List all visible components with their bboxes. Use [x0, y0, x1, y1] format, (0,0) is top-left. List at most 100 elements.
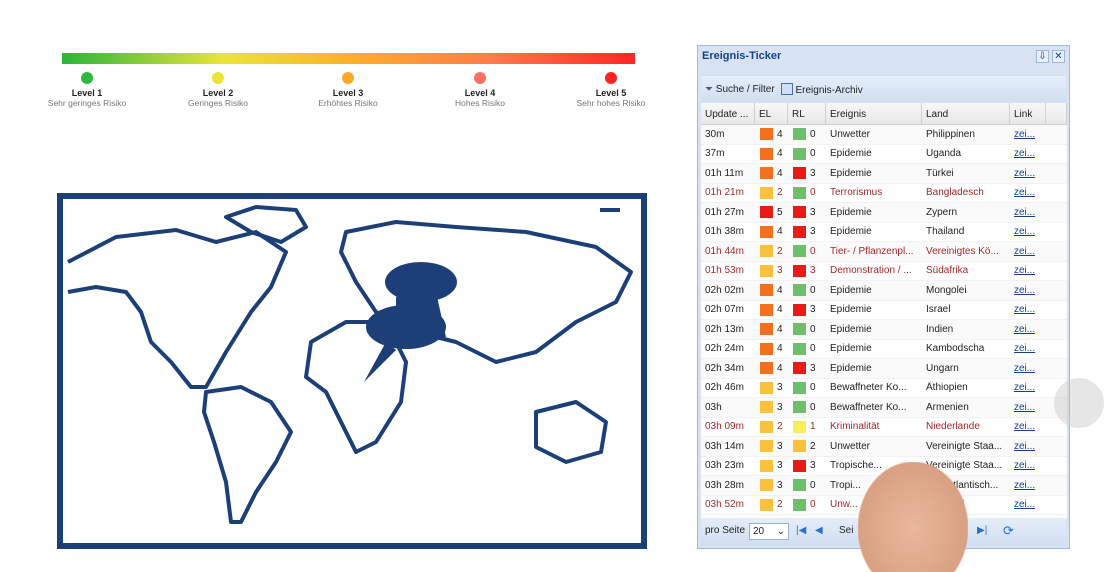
- el-value: 4: [777, 323, 783, 335]
- event-type: Bewaffneter Ko...: [830, 382, 907, 394]
- country: Äthiopien: [926, 382, 968, 394]
- event-type: Epidemie: [830, 304, 872, 316]
- last-page-icon[interactable]: ▶|: [977, 525, 988, 536]
- refresh-icon[interactable]: ⟳: [1003, 523, 1014, 538]
- show-link[interactable]: zei...: [1014, 265, 1036, 277]
- el-color-swatch: [760, 186, 773, 199]
- country: Philippinen: [926, 128, 975, 140]
- column-header[interactable]: RL: [788, 103, 826, 124]
- rl-color-swatch: [793, 362, 806, 375]
- rl-color-swatch: [793, 264, 806, 277]
- rl-value: 0: [810, 479, 816, 491]
- per-page-select[interactable]: 20 ⌄: [749, 523, 789, 540]
- el-value: 2: [777, 245, 783, 257]
- table-row[interactable]: 02h 07m 4 3 Epidemie Israel zei...: [701, 301, 1067, 320]
- show-link[interactable]: zei...: [1014, 304, 1036, 316]
- el-value: 3: [777, 265, 783, 277]
- funnel-icon: ⏷: [705, 83, 713, 95]
- level-label: Level 5: [595, 88, 627, 98]
- rl-value: 0: [810, 284, 816, 296]
- table-row[interactable]: 01h 38m 4 3 Epidemie Thailand zei...: [701, 223, 1067, 242]
- show-link[interactable]: zei...: [1014, 421, 1036, 433]
- el-color-swatch: [760, 147, 773, 160]
- event-type: Epidemie: [830, 362, 872, 374]
- table-row[interactable]: 03h 09m 2 1 Kriminalität Niederlande zei…: [701, 418, 1067, 437]
- country: Kambodscha: [926, 343, 985, 355]
- table-row[interactable]: 01h 27m 5 3 Epidemie Zypern zei...: [701, 203, 1067, 223]
- event-type: Demonstration / ...: [830, 265, 912, 277]
- table-row[interactable]: 02h 02m 4 0 Epidemie Mongolei zei...: [701, 281, 1067, 301]
- update-time: 02h 07m: [705, 304, 744, 316]
- expand-icon[interactable]: [1054, 378, 1104, 428]
- show-link[interactable]: zei...: [1014, 460, 1036, 472]
- column-header[interactable]: EL: [755, 103, 788, 124]
- show-link[interactable]: zei...: [1014, 245, 1036, 257]
- column-header[interactable]: Ereignis: [826, 103, 922, 124]
- table-row[interactable]: 02h 13m 4 0 Epidemie Indien zei...: [701, 320, 1067, 340]
- column-header[interactable]: Update ...: [701, 103, 755, 124]
- table-row[interactable]: 37m 4 0 Epidemie Uganda zei...: [701, 145, 1067, 164]
- show-link[interactable]: zei...: [1014, 479, 1036, 491]
- level-desc: Sehr geringes Risiko: [47, 98, 127, 108]
- country: Vereinigtes Kö...: [926, 245, 999, 257]
- level-dot: [474, 72, 486, 84]
- update-time: 01h 53m: [705, 265, 744, 277]
- table-row[interactable]: 01h 44m 2 0 Tier- / Pflanzenpl... Verein…: [701, 242, 1067, 262]
- table-row[interactable]: 03h 14m 3 2 Unwetter Vereinigte Staa... …: [701, 437, 1067, 457]
- country: Thailand: [926, 226, 965, 238]
- country: Mongolei: [926, 284, 967, 296]
- archive-button[interactable]: Ereignis-Archiv: [780, 82, 863, 96]
- show-link[interactable]: zei...: [1014, 323, 1036, 335]
- el-value: 2: [777, 421, 783, 433]
- country: Niederlande: [926, 421, 980, 433]
- el-value: 3: [777, 479, 783, 491]
- hand-overlay: [858, 462, 968, 572]
- first-page-icon[interactable]: |◀: [796, 525, 807, 536]
- rl-value: 0: [810, 128, 816, 140]
- el-color-swatch: [760, 401, 773, 414]
- rl-value: 3: [810, 226, 816, 238]
- table-row[interactable]: 03h 3 0 Bewaffneter Ko... Armenien zei..…: [701, 398, 1067, 418]
- table-row[interactable]: 02h 24m 4 0 Epidemie Kambodscha zei...: [701, 340, 1067, 359]
- table-row[interactable]: 30m 4 0 Unwetter Philippinen zei...: [701, 125, 1067, 145]
- event-type: Epidemie: [830, 206, 872, 218]
- show-link[interactable]: zei...: [1014, 128, 1036, 140]
- rl-color-swatch: [793, 440, 806, 453]
- table-row[interactable]: 02h 46m 3 0 Bewaffneter Ko... Äthiopien …: [701, 379, 1067, 398]
- show-link[interactable]: zei...: [1014, 362, 1036, 374]
- table-row[interactable]: 01h 53m 3 3 Demonstration / ... Südafrik…: [701, 262, 1067, 281]
- show-link[interactable]: zei...: [1014, 382, 1036, 394]
- show-link[interactable]: zei...: [1014, 148, 1036, 160]
- rl-color-swatch: [793, 401, 806, 414]
- show-link[interactable]: zei...: [1014, 226, 1036, 238]
- page-label: Sei: [839, 525, 854, 536]
- show-link[interactable]: zei...: [1014, 167, 1036, 179]
- event-type: Epidemie: [830, 323, 872, 335]
- column-header[interactable]: Land: [922, 103, 1010, 124]
- rl-value: 3: [810, 265, 816, 277]
- prev-page-icon[interactable]: ◀: [815, 525, 823, 536]
- table-row[interactable]: 01h 21m 2 0 Terrorismus Bangladesch zei.…: [701, 184, 1067, 203]
- risk-level-3: Level 3 Erhöhtes Risiko: [293, 72, 403, 108]
- rl-value: 3: [810, 167, 816, 179]
- close-icon[interactable]: ✕: [1052, 50, 1065, 63]
- show-link[interactable]: zei...: [1014, 284, 1036, 296]
- show-link[interactable]: zei...: [1014, 401, 1036, 413]
- show-link[interactable]: zei...: [1014, 187, 1036, 199]
- pin-icon[interactable]: ⇩: [1036, 50, 1049, 63]
- table-row[interactable]: 01h 11m 4 3 Epidemie Türkei zei...: [701, 164, 1067, 184]
- table-row[interactable]: 02h 34m 4 3 Epidemie Ungarn zei...: [701, 359, 1067, 379]
- column-header[interactable]: Link: [1010, 103, 1046, 124]
- el-color-swatch: [760, 440, 773, 453]
- show-link[interactable]: zei...: [1014, 343, 1036, 355]
- rl-value: 0: [810, 148, 816, 160]
- rl-color-swatch: [793, 342, 806, 355]
- show-link[interactable]: zei...: [1014, 206, 1036, 218]
- show-link[interactable]: zei...: [1014, 440, 1036, 452]
- rl-color-swatch: [793, 420, 806, 433]
- update-time: 37m: [705, 148, 725, 160]
- rl-color-swatch: [793, 147, 806, 160]
- show-link[interactable]: zei...: [1014, 499, 1036, 511]
- level-label: Level 3: [332, 88, 364, 98]
- filter-button[interactable]: ⏷ Suche / Filter: [705, 83, 775, 95]
